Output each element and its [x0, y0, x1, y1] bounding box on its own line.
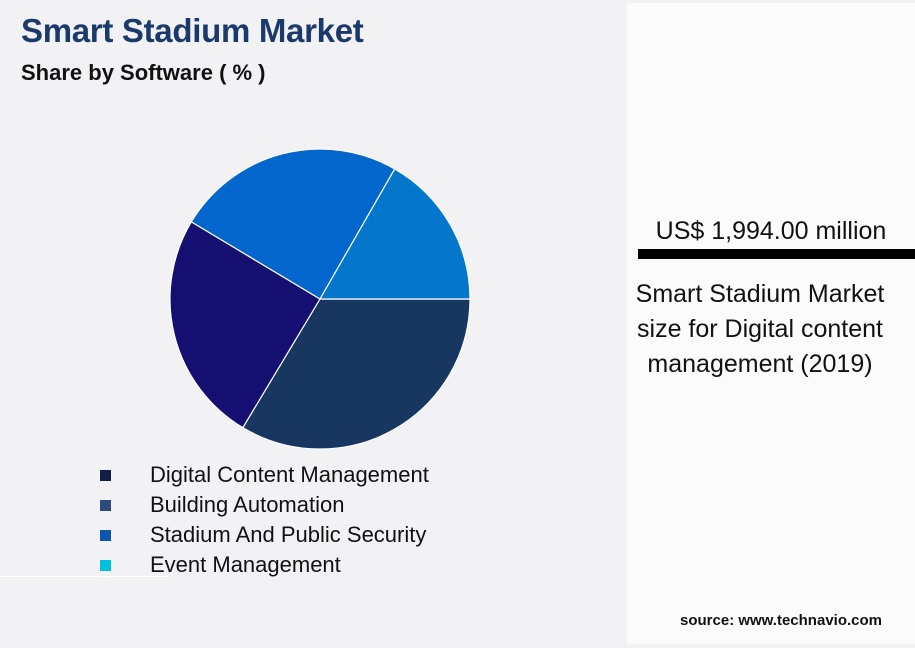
source-link[interactable]: source: www.technavio.com: [680, 612, 882, 629]
value-underline-bar: [638, 249, 915, 259]
pie-chart: [168, 147, 472, 451]
chart-title: Smart Stadium Market: [21, 12, 364, 49]
legend-item-digital-content-management: Digital Content Management: [0, 460, 500, 490]
legend-label: Event Management: [150, 552, 341, 577]
legend-label: Stadium And Public Security: [150, 522, 427, 547]
legend-label: Digital Content Management: [150, 462, 429, 487]
pie-slice-building-automation: [169, 221, 321, 429]
pie-chart-svg: [169, 148, 471, 450]
pie-slice-stadium-and-public-security: [190, 148, 396, 300]
market-size-description: Smart Stadium Market size for Digital co…: [635, 280, 885, 378]
divider: [0, 576, 168, 577]
legend-label: Building Automation: [150, 492, 345, 517]
legend-item-stadium-and-public-security: Stadium And Public Security: [0, 520, 500, 550]
legend-swatch-icon: [100, 470, 111, 481]
legend-swatch-icon: [100, 560, 111, 571]
legend-swatch-icon: [100, 500, 111, 511]
chart-subtitle: Share by Software ( % ): [21, 60, 266, 85]
pie-slice-digital-content-management: [242, 298, 471, 450]
legend-item-building-automation: Building Automation: [0, 490, 500, 520]
market-size-value: US$ 1,994.00 million: [655, 217, 887, 245]
pie-slice-event-management: [318, 168, 471, 300]
legend-item-event-management: Event Management: [0, 550, 500, 580]
legend-swatch-icon: [100, 530, 111, 541]
market-size-panel: US$ 1,994.00 million Smart Stadium Marke…: [627, 3, 915, 644]
